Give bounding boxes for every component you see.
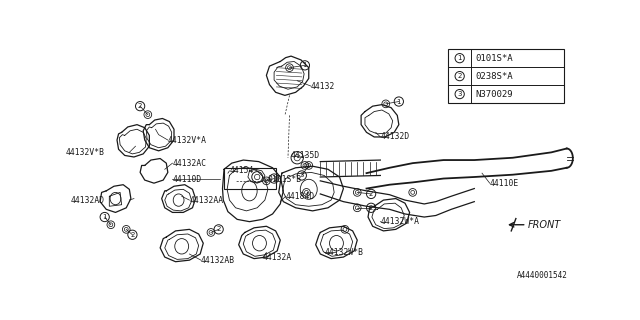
Text: 2: 2: [369, 205, 373, 211]
Text: 1: 1: [272, 176, 276, 181]
Text: 44132A: 44132A: [262, 253, 292, 262]
Text: 44132AA: 44132AA: [189, 196, 223, 204]
Text: 44132AD: 44132AD: [70, 196, 105, 204]
Text: 3: 3: [300, 172, 304, 179]
Text: 44132W*A: 44132W*A: [380, 217, 419, 226]
Text: 44132V*B: 44132V*B: [66, 148, 105, 157]
Text: 0238S*A: 0238S*A: [476, 72, 513, 81]
Text: 44132AB: 44132AB: [201, 256, 235, 265]
Text: 44132W*B: 44132W*B: [324, 248, 363, 257]
Text: 44135D: 44135D: [291, 151, 320, 160]
Text: 2: 2: [138, 103, 142, 109]
Text: 44110E: 44110E: [490, 179, 519, 188]
Text: 2: 2: [130, 232, 134, 238]
Text: 0101S*B: 0101S*B: [268, 175, 302, 184]
Bar: [224, 168, 276, 189]
Text: 2: 2: [216, 226, 221, 232]
Text: 44132: 44132: [311, 82, 335, 91]
Text: 44132V*A: 44132V*A: [168, 136, 207, 145]
Text: 1: 1: [458, 55, 462, 61]
Text: 44110D: 44110D: [172, 175, 202, 184]
Text: 44132AC: 44132AC: [172, 159, 207, 168]
Text: 44154: 44154: [230, 166, 254, 175]
Text: 1: 1: [102, 214, 107, 220]
Text: 1: 1: [397, 99, 401, 105]
Text: N370029: N370029: [476, 90, 513, 99]
Text: 2: 2: [369, 191, 373, 197]
Text: 2: 2: [458, 73, 462, 79]
Text: 44184D: 44184D: [285, 192, 315, 201]
Bar: [448, 49, 564, 103]
Text: 1: 1: [303, 62, 307, 68]
Text: FRONT: FRONT: [528, 220, 561, 230]
Text: 44132D: 44132D: [380, 132, 410, 141]
Text: A4440001542: A4440001542: [516, 271, 568, 280]
Text: 0101S*A: 0101S*A: [476, 54, 513, 63]
Text: 3: 3: [458, 91, 462, 97]
